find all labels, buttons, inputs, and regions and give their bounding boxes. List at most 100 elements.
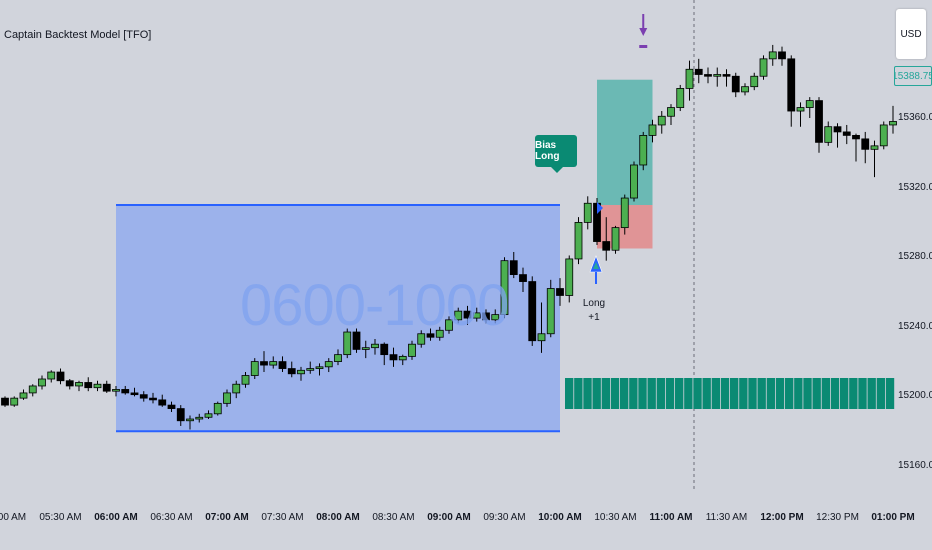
candle-body-up xyxy=(186,418,194,422)
candle xyxy=(28,384,37,397)
candle xyxy=(186,415,194,430)
candle xyxy=(583,196,592,230)
long-entry-arrow-stem xyxy=(595,272,597,284)
candle-body-down xyxy=(84,382,93,389)
bias-strip-cell xyxy=(583,378,592,409)
candle xyxy=(250,358,259,379)
candle-body-down xyxy=(102,383,111,392)
candle xyxy=(65,379,74,390)
candle xyxy=(408,340,416,360)
candle xyxy=(306,361,315,374)
candle xyxy=(768,44,777,66)
bias-strip-cell xyxy=(821,378,831,409)
candle-body-up xyxy=(334,354,342,363)
candle xyxy=(694,58,703,84)
long-trade-label: Long +1 xyxy=(582,297,606,325)
candle-body-up xyxy=(269,361,278,366)
bias-strip-cell xyxy=(629,378,638,409)
signal-arrow-stem xyxy=(642,14,645,32)
candle xyxy=(149,392,157,404)
candle xyxy=(685,60,694,101)
candle xyxy=(38,375,46,390)
candle-body-down xyxy=(815,100,823,143)
candle xyxy=(731,72,740,98)
candle xyxy=(463,305,472,326)
candle-body-up xyxy=(537,333,546,342)
candle xyxy=(445,316,453,334)
candle xyxy=(10,396,19,407)
currency-button[interactable]: USD xyxy=(896,9,926,59)
candle-body-up xyxy=(889,121,897,126)
candle-body-down xyxy=(149,397,157,401)
candle-body-up xyxy=(213,402,222,415)
candle xyxy=(805,97,814,118)
candle xyxy=(84,377,93,392)
candle xyxy=(787,55,796,127)
candle-body-up xyxy=(10,397,19,406)
candle-body-down xyxy=(694,68,703,75)
indicator-title[interactable]: Captain Backtest Model [TFO] xyxy=(4,29,152,41)
candle xyxy=(556,278,564,306)
time-axis-label: 09:30 AM xyxy=(483,512,526,523)
candle xyxy=(195,413,204,423)
bias-long-label: Bias Long xyxy=(535,135,577,173)
candle xyxy=(121,385,130,395)
candle-body-down xyxy=(556,288,564,296)
candle-body-down xyxy=(842,131,851,136)
candle-body-up xyxy=(241,375,250,385)
candle xyxy=(167,401,176,413)
candle-body-up xyxy=(805,100,814,108)
bias-strip-cell xyxy=(766,378,776,409)
bias-strip-cell xyxy=(876,378,886,409)
candle-body-down xyxy=(158,399,167,406)
candle xyxy=(454,307,463,324)
bias-strip-cell xyxy=(702,378,711,409)
candle xyxy=(176,405,185,426)
candle xyxy=(139,391,148,402)
candle-body-down xyxy=(56,371,65,382)
candle xyxy=(482,309,490,324)
time-axis-label: 11:00 AM xyxy=(649,512,693,523)
candle xyxy=(620,194,629,235)
candle-body-up xyxy=(546,288,555,335)
candle xyxy=(371,338,379,355)
candle xyxy=(102,380,111,393)
candle-body-up xyxy=(824,126,833,143)
candle xyxy=(870,140,879,178)
candle xyxy=(537,302,546,353)
candle xyxy=(297,366,305,381)
bias-strip-cell xyxy=(867,378,876,409)
bias-strip-cell xyxy=(711,378,721,409)
candle xyxy=(241,372,250,388)
bias-strip-cell xyxy=(757,378,766,409)
candle xyxy=(611,225,620,254)
candle xyxy=(426,328,435,341)
candle-body-up xyxy=(685,68,694,89)
bias-strip-cell xyxy=(675,378,684,409)
candle xyxy=(648,119,657,143)
candle-body-up xyxy=(870,145,879,150)
bias-strip-cell xyxy=(830,378,840,409)
candle-body-up xyxy=(93,383,102,389)
bias-strip-cell xyxy=(803,378,812,409)
candle-body-up xyxy=(315,366,324,369)
candle-body-up xyxy=(667,107,675,117)
time-axis-label: 06:00 AM xyxy=(94,512,138,523)
candle xyxy=(750,72,759,91)
bias-strip-cell xyxy=(638,378,647,409)
candle-body-up xyxy=(472,312,481,319)
candle xyxy=(47,370,56,383)
bias-strip-cell xyxy=(858,378,867,409)
candle-body-down xyxy=(852,134,860,140)
candle-body-up xyxy=(648,124,657,136)
time-axis-label: 05:00 AM xyxy=(0,512,27,523)
candle-body-down xyxy=(176,408,185,422)
bias-strip-cell xyxy=(794,378,803,409)
time-axis-label: 11:30 AM xyxy=(705,512,748,523)
bias-strip-cell xyxy=(565,378,574,409)
candle xyxy=(778,46,786,66)
time-axis-label: 08:00 AM xyxy=(316,512,360,523)
candle xyxy=(380,342,389,366)
candle xyxy=(630,161,638,202)
